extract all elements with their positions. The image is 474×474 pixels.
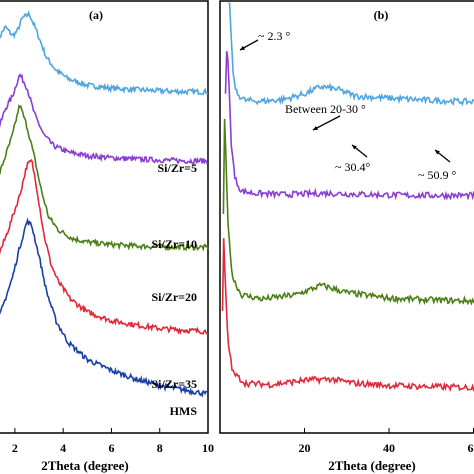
- series-line: [221, 238, 474, 392]
- panel-a-x-ticks: 2 4 6 8 10: [12, 428, 214, 455]
- series-line: [0, 10, 209, 96]
- panel-b-frame: [219, 0, 474, 434]
- panel-b-label: (b): [374, 8, 389, 22]
- series-name-label: Si/Zr=20: [151, 290, 197, 304]
- x-tick-label: 40: [383, 441, 395, 455]
- annotation-label: ~ 2.3 °: [258, 29, 290, 43]
- series-name-label: Si/Zr=10: [151, 237, 197, 251]
- x-tick-label: 8: [157, 441, 163, 455]
- panel-a-xlabel: 2Theta (degree): [41, 458, 128, 473]
- annotation-label: ~ 30.4°: [335, 160, 370, 174]
- series-name-label: Si/Zr=35: [151, 377, 197, 391]
- panel-b-x-ticks: 20 40 60: [299, 428, 474, 455]
- x-tick-label: 6: [108, 441, 114, 455]
- annotation-arrowhead: [313, 125, 318, 130]
- annotation-arrowhead: [352, 145, 357, 150]
- series-line: [0, 103, 209, 252]
- panel-b-annotations: ~ 2.3 ° Between 20-30 ° ~ 30.4° ~ 50.9 °: [239, 29, 456, 182]
- x-tick-label: 20: [299, 441, 311, 455]
- annotation-label: ~ 50.9 °: [418, 168, 456, 182]
- annotation-arrowhead: [435, 150, 440, 155]
- series-line: [0, 73, 209, 166]
- x-tick-label: 10: [202, 441, 214, 455]
- panel-a-frame: [0, 0, 209, 434]
- annotation-arrow: [312, 115, 341, 131]
- series-name-label: Si/Zr=5: [157, 161, 197, 175]
- annotation-arrowhead: [240, 45, 245, 50]
- series-line: [224, 51, 474, 201]
- series-line: [0, 158, 209, 335]
- series-line: [228, 2, 474, 107]
- series-name-label: HMS: [170, 404, 198, 418]
- panel-a-series-labels: Si/Zr=5 Si/Zr=10 Si/Zr=20 Si/Zr=35 HMS: [151, 161, 197, 418]
- x-tick-label: 2: [12, 441, 18, 455]
- series-line: [0, 216, 209, 398]
- panel-b: (b) 2Theta (degree) 20 40 60 ~ 2.3 ° Betwee…: [219, 0, 474, 473]
- panel-a: (a) 2Theta (degree) 2 4 6 8 10 Si/Zr=5Si/Zr=…: [0, 0, 214, 473]
- x-tick-label: 60: [468, 441, 474, 455]
- panel-a-label: (a): [89, 8, 103, 22]
- panel-a-series: [0, 10, 209, 398]
- series-line: [222, 118, 474, 306]
- x-tick-label: 4: [60, 441, 66, 455]
- panel-b-series: [221, 2, 474, 392]
- annotation-label: Between 20-30 °: [285, 102, 366, 116]
- panel-b-xlabel: 2Theta (degree): [328, 458, 415, 473]
